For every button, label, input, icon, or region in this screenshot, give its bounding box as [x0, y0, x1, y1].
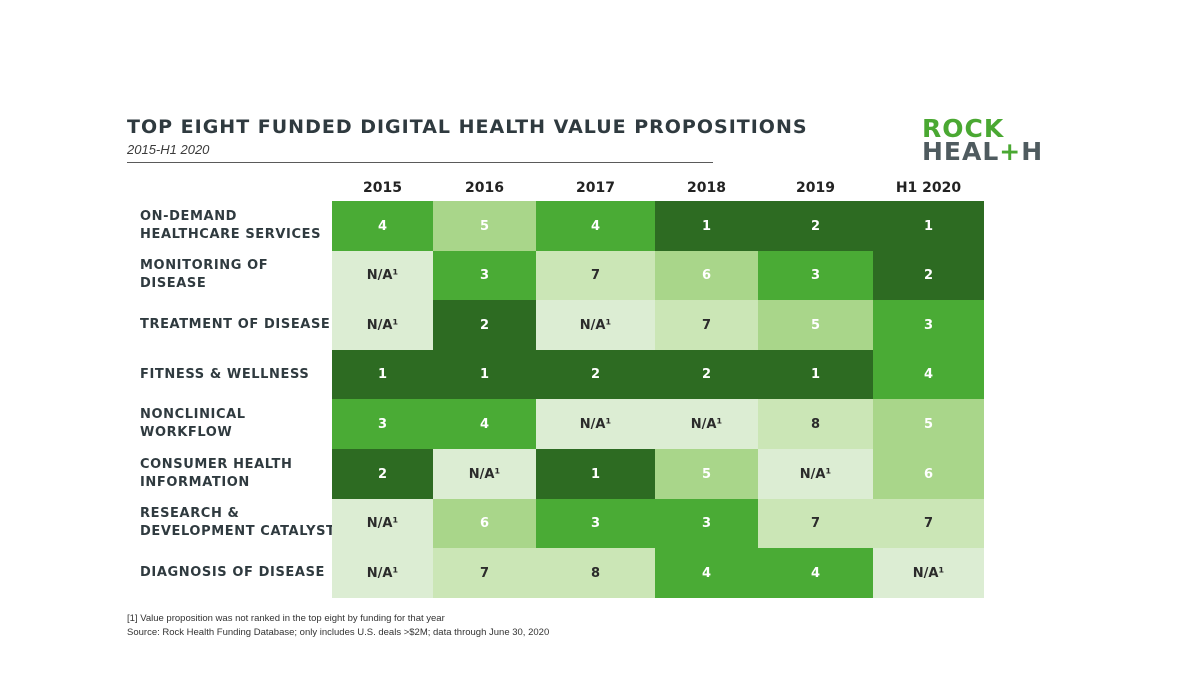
- heatmap-cell: 6: [873, 449, 984, 499]
- title-divider: [127, 162, 713, 163]
- heatmap-cell: 5: [433, 201, 536, 251]
- heatmap-cell: 4: [433, 399, 536, 450]
- heatmap-cell: 4: [536, 201, 655, 251]
- logo-heal: HEAL: [922, 137, 1000, 166]
- chart-subtitle: 2015-H1 2020: [127, 142, 210, 157]
- heatmap-cell: 5: [758, 300, 873, 351]
- heatmap-cell: 3: [873, 300, 984, 351]
- row-label: ON-DEMAND HEALTHCARE SERVICES: [140, 208, 322, 242]
- rock-health-logo: ROCK HEAL+H: [922, 114, 1044, 166]
- heatmap-cell: N/A¹: [332, 498, 433, 549]
- heatmap-cell: 4: [758, 548, 873, 599]
- heatmap-cell: 3: [655, 498, 758, 549]
- heatmap-cell: 7: [536, 250, 655, 301]
- heatmap-cell: N/A¹: [758, 449, 873, 499]
- row-label: FITNESS & WELLNESS: [140, 366, 310, 382]
- heatmap-cell: 6: [433, 498, 536, 549]
- heatmap-cell: 2: [655, 349, 758, 400]
- heatmap-cell: N/A¹: [332, 548, 433, 599]
- column-header: H1 2020: [895, 180, 962, 196]
- heatmap-cell: 5: [873, 399, 984, 450]
- column-header: 2018: [687, 180, 726, 196]
- heatmap-cell: 7: [758, 498, 873, 549]
- source-note: Source: Rock Health Funding Database; on…: [127, 627, 550, 638]
- heatmap-cell: 1: [655, 201, 758, 251]
- heatmap-cell: N/A¹: [873, 548, 984, 599]
- heatmap-cell: 5: [655, 449, 758, 499]
- row-label: TREATMENT OF DISEASE: [140, 316, 331, 332]
- heatmap-cell: 7: [873, 498, 984, 549]
- heatmap-cell: 1: [536, 449, 655, 499]
- row-label: CONSUMER HEALTH INFORMATION: [140, 456, 293, 490]
- logo-plus-icon: +: [999, 137, 1022, 166]
- row-label: RESEARCH & DEVELOPMENT CATALYST: [140, 506, 336, 540]
- column-header: 2019: [796, 180, 835, 196]
- heatmap-cell: 2: [873, 250, 984, 301]
- heatmap-cell: N/A¹: [433, 449, 536, 499]
- row-label: MONITORING OF DISEASE: [140, 258, 269, 292]
- heatmap-cell: 7: [655, 300, 758, 351]
- heatmap-cell: N/A¹: [536, 399, 655, 450]
- heatmap-cell: 2: [536, 349, 655, 400]
- heatmap-cell: N/A¹: [655, 399, 758, 450]
- logo-h: H: [1021, 137, 1044, 166]
- logo-line1: ROCK: [922, 114, 1005, 143]
- heatmap-cell: 4: [655, 548, 758, 599]
- heatmap-cell: 3: [332, 399, 433, 450]
- heatmap-cell: N/A¹: [332, 250, 433, 301]
- chart-title: TOP EIGHT FUNDED DIGITAL HEALTH VALUE PR…: [127, 116, 808, 138]
- heatmap-cell: 4: [873, 349, 984, 400]
- heatmap-cell: N/A¹: [332, 300, 433, 351]
- heatmap-cell: 6: [655, 250, 758, 301]
- column-header: 2016: [465, 180, 504, 196]
- footnote-1: [1] Value proposition was not ranked in …: [127, 613, 445, 624]
- heatmap-cell: 1: [332, 349, 433, 400]
- heatmap-cell: 2: [332, 449, 433, 499]
- heatmap-cell: 1: [873, 201, 984, 251]
- heatmap-cell: 3: [536, 498, 655, 549]
- heatmap-cell: 2: [758, 201, 873, 251]
- heatmap-cell: 8: [536, 548, 655, 599]
- logo-line2: HEAL+H: [922, 137, 1044, 166]
- column-header: 2017: [576, 180, 615, 196]
- heatmap-cell: 3: [758, 250, 873, 301]
- heatmap-cell: 1: [433, 349, 536, 400]
- heatmap-cell: 8: [758, 399, 873, 450]
- heatmap-cell: 3: [433, 250, 536, 301]
- row-label: NONCLINICAL WORKFLOW: [140, 407, 246, 441]
- heatmap-cell: 1: [758, 349, 873, 400]
- heatmap-cell: 7: [433, 548, 536, 599]
- heatmap-cell: N/A¹: [536, 300, 655, 351]
- heatmap-cell: 4: [332, 201, 433, 251]
- heatmap-cell: 2: [433, 300, 536, 351]
- column-header: 2015: [363, 180, 402, 196]
- row-label: DIAGNOSIS OF DISEASE: [140, 564, 326, 580]
